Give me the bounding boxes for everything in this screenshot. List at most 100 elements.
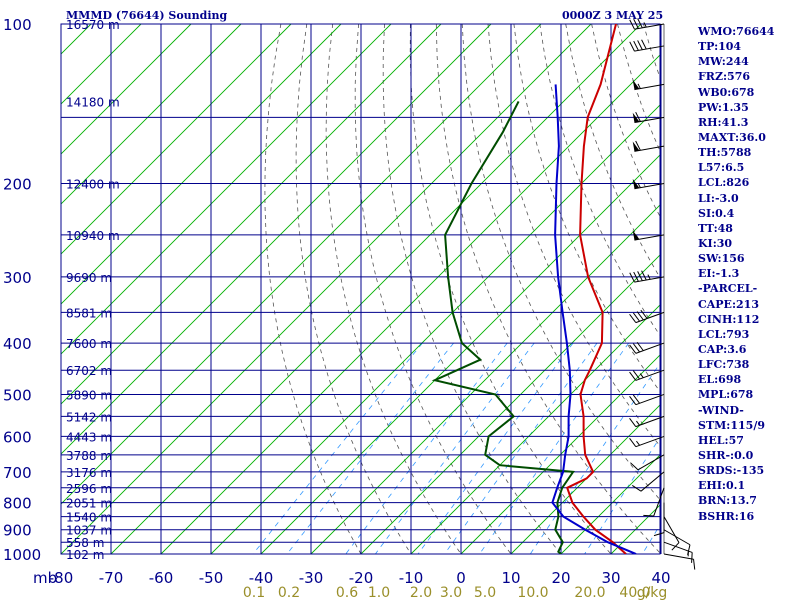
stat-item: EL:698 — [698, 373, 742, 387]
temperature-tick-label: -20 — [349, 569, 374, 587]
isotherm-line — [61, 24, 542, 505]
height-label: 1540 m — [66, 511, 112, 525]
temperature-tick-label: 40 — [651, 569, 670, 587]
isotherm-line — [110, 24, 642, 554]
dry-adiabat-line — [435, 24, 660, 554]
wind-barb — [629, 309, 665, 324]
chart-time: 0000Z 3 MAY 25 — [562, 9, 664, 22]
mixing-ratio-label: 1.0 — [368, 585, 390, 600]
height-label: 9690 m — [66, 271, 112, 285]
isotherm-line — [510, 404, 660, 554]
mixing-ratio-label: 40.0 — [619, 585, 650, 600]
temperature-tick-label: -80 — [49, 569, 74, 587]
pressure-tick-label: 1000 — [3, 546, 41, 564]
stat-item: CAP:3.6 — [698, 342, 747, 356]
dry-adiabat-line — [461, 24, 660, 501]
stat-item: -WIND- — [698, 403, 744, 417]
temperature-tick-label: -30 — [299, 569, 324, 587]
dry-adiabat-line — [295, 24, 412, 554]
isotherm-line — [210, 104, 660, 554]
plot-frame — [60, 23, 661, 555]
height-label: 12400 m — [66, 178, 120, 192]
stat-item: MW:244 — [698, 55, 749, 69]
stat-item: STM:115/9 — [698, 418, 765, 432]
wind-barb — [629, 39, 665, 52]
height-label: 5142 m — [66, 410, 112, 424]
stat-item: MAXT:36.0 — [698, 130, 766, 144]
isotherm-line — [61, 24, 342, 305]
stat-item: SHR-:0.0 — [698, 448, 754, 462]
isotherm-line — [560, 454, 660, 554]
isotherm-line — [460, 354, 660, 554]
mixing-ratio-label: 5.0 — [474, 585, 496, 600]
wind-barb — [630, 454, 665, 471]
isotherm-line — [360, 254, 660, 554]
stat-item: MPL:678 — [698, 388, 754, 402]
height-label: 1037 m — [66, 524, 112, 538]
parcel-profile-line — [551, 84, 637, 554]
stat-item: TP:104 — [698, 40, 742, 54]
height-label: 14180 m — [66, 95, 120, 109]
temperature-tick-label: -10 — [399, 569, 424, 587]
stat-item: LI:-3.0 — [698, 191, 739, 205]
stat-item: FRZ:576 — [698, 70, 751, 84]
wind-barb — [629, 18, 665, 30]
temperature-tick-label: -50 — [199, 569, 224, 587]
pressure-tick-label: 400 — [3, 335, 32, 353]
pressure-tick-label: 100 — [3, 16, 32, 34]
wind-barb — [629, 369, 665, 381]
wind-barb — [632, 230, 665, 241]
chart-title: MMMD (76644) Sounding — [66, 9, 228, 22]
pressure-tick-label: 700 — [3, 464, 32, 482]
temperature-tick-label: -70 — [99, 569, 124, 587]
stat-item: HEL:57 — [698, 433, 744, 447]
isotherm-line — [61, 24, 242, 205]
stat-item: LCL:793 — [698, 327, 750, 341]
isotherm-line — [61, 24, 392, 355]
stat-item: L57:6.5 — [698, 161, 745, 175]
dewpoint-profile-line — [431, 100, 575, 554]
mixing-ratio-label: 0.2 — [278, 585, 300, 600]
dry-adiabat-line — [354, 24, 512, 554]
stat-item: CAPE:213 — [698, 297, 759, 311]
height-label: 7600 m — [66, 337, 112, 351]
mixing-ratio-label: 2.0 — [410, 585, 432, 600]
isotherm-line — [61, 24, 292, 255]
pressure-tick-label: 600 — [3, 428, 32, 446]
stats-panel: WMO:76644 TP:104 MW:244 FRZ:576 WB0:678 PW:1.… — [698, 24, 798, 524]
height-label: 5890 m — [66, 388, 112, 402]
stat-item: EI:-1.3 — [698, 267, 740, 281]
height-label: 8581 m — [66, 306, 112, 320]
mixing-ratio-line — [252, 342, 423, 554]
mixing-ratio-line — [417, 342, 574, 554]
isotherm-line — [260, 154, 660, 554]
height-label: 10940 m — [66, 229, 120, 243]
mixing-ratio-label: 0.6 — [336, 585, 358, 600]
wind-barb — [629, 341, 665, 354]
stat-item: WB0:678 — [698, 85, 755, 99]
mixing-ratio-label: 20.0 — [574, 585, 605, 600]
stat-item: SRDS:-135 — [698, 464, 765, 478]
isotherm-line — [61, 24, 592, 554]
wind-barb — [632, 140, 665, 152]
stat-item: BRN:13.7 — [698, 494, 757, 508]
stat-item: CINH:112 — [698, 312, 760, 326]
wind-barb — [663, 516, 680, 551]
height-label: 3176 m — [66, 466, 112, 480]
mixing-ratio-line — [479, 342, 630, 554]
stat-item: SW:156 — [698, 252, 745, 266]
height-label: 2051 m — [66, 497, 112, 511]
wind-barb — [653, 502, 665, 537]
temperature-tick-label: 10 — [501, 569, 520, 587]
wind-barb — [629, 435, 665, 448]
wind-barb — [663, 529, 691, 556]
dry-adiabat-line — [382, 24, 562, 554]
wind-barb — [632, 111, 665, 124]
stat-item: LCL:826 — [698, 176, 750, 190]
stat-item: EHI:0.1 — [698, 479, 746, 493]
height-label: 3788 m — [66, 449, 112, 463]
height-label: 102 m — [66, 548, 104, 562]
pressure-tick-label: 900 — [3, 522, 32, 540]
temperature-tick-label: -40 — [249, 569, 274, 587]
